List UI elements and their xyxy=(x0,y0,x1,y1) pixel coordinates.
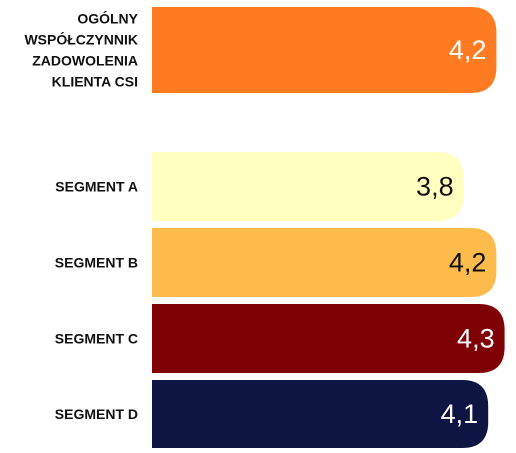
value-label-3: 4,2 xyxy=(449,248,487,278)
bar-2 xyxy=(152,152,464,221)
value-label-1: 4,2 xyxy=(449,35,487,65)
value-label-2: 3,8 xyxy=(416,172,454,202)
bar-3 xyxy=(152,228,497,297)
bar-4 xyxy=(152,304,505,373)
category-label-3: SEGMENT B xyxy=(55,255,138,271)
value-label-5: 4,1 xyxy=(441,399,479,429)
category-label-5: SEGMENT D xyxy=(55,406,138,422)
bar-1 xyxy=(152,7,497,93)
bar-5 xyxy=(152,380,489,448)
category-label-2: SEGMENT A xyxy=(55,179,138,195)
value-label-4: 4,3 xyxy=(457,324,495,354)
category-label-1: OGÓLNY WSPÓŁCZYNNIK ZADOWOLENIA KLIENTA CSI xyxy=(24,10,138,90)
category-label-4: SEGMENT C xyxy=(55,331,138,347)
